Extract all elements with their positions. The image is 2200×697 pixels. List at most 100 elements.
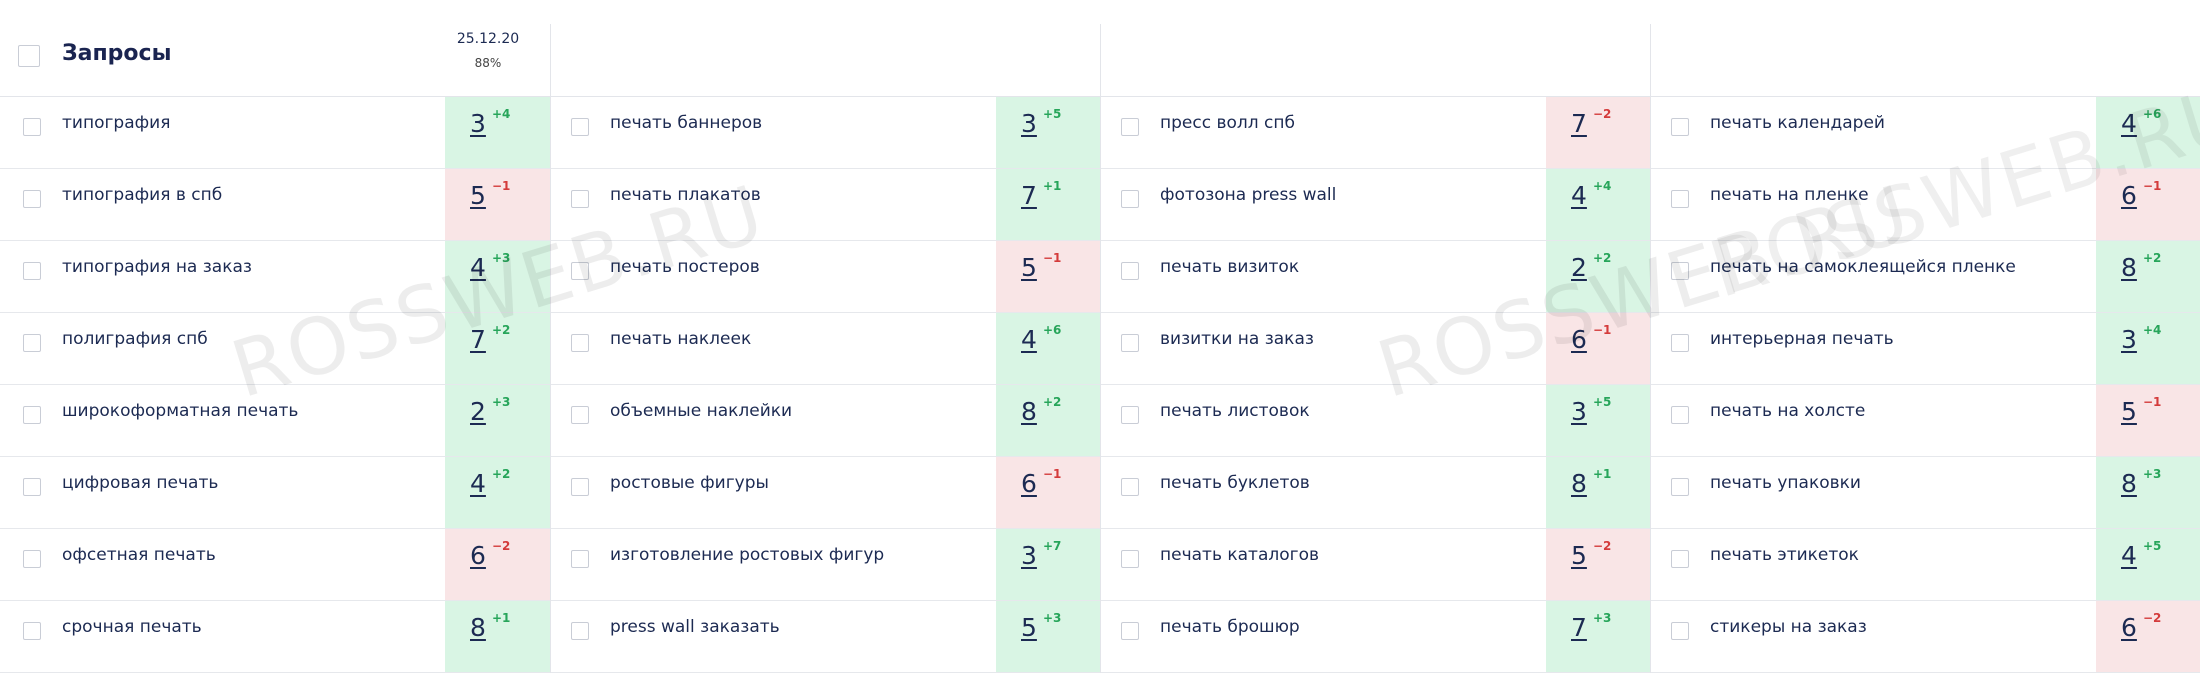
position-link[interactable]: 5: [470, 181, 486, 210]
position-delta: −1: [1593, 323, 1612, 337]
table-row: печать на холсте 5 −1: [1651, 385, 2200, 457]
header-percent: 88%: [474, 56, 502, 70]
position-delta: +2: [492, 323, 511, 337]
table-row: печать плакатов 7 +1: [551, 169, 1101, 241]
position-delta: −1: [492, 179, 511, 193]
position-link[interactable]: 3: [470, 109, 486, 138]
position-cell: 8 +1: [1546, 457, 1651, 528]
row-checkbox[interactable]: [571, 334, 589, 352]
row-checkbox[interactable]: [1671, 550, 1689, 568]
position-link[interactable]: 2: [1571, 253, 1587, 282]
table-row: объемные наклейки 8 +2: [551, 385, 1101, 457]
keyword-label: печать баннеров: [610, 113, 763, 133]
position-link[interactable]: 6: [2121, 613, 2137, 642]
row-checkbox[interactable]: [571, 190, 589, 208]
keyword-label: объемные наклейки: [610, 401, 793, 421]
position-link[interactable]: 7: [470, 325, 486, 354]
row-checkbox[interactable]: [23, 262, 41, 280]
position-link[interactable]: 5: [1021, 253, 1037, 282]
position-link[interactable]: 6: [1571, 325, 1587, 354]
position-link[interactable]: 3: [1571, 397, 1587, 426]
position-link[interactable]: 7: [1571, 613, 1587, 642]
position-cell: 2 +2: [1546, 241, 1651, 312]
position-delta: +6: [1043, 323, 1062, 337]
position-link[interactable]: 6: [2121, 181, 2137, 210]
position-link[interactable]: 8: [2121, 253, 2137, 282]
position-cell: 8 +1: [445, 601, 550, 672]
row-checkbox[interactable]: [1671, 622, 1689, 640]
row-checkbox[interactable]: [1121, 190, 1139, 208]
row-checkbox[interactable]: [571, 550, 589, 568]
row-checkbox[interactable]: [23, 406, 41, 424]
position-link[interactable]: 4: [1571, 181, 1587, 210]
row-checkbox[interactable]: [1121, 262, 1139, 280]
position-cell: 5 −2: [1546, 529, 1651, 600]
keyword-label: печать на пленке: [1710, 185, 1869, 205]
row-checkbox[interactable]: [571, 622, 589, 640]
position-link[interactable]: 4: [470, 469, 486, 498]
row-checkbox[interactable]: [23, 118, 41, 136]
position-link[interactable]: 5: [1571, 541, 1587, 570]
position-cell: 7 −2: [1546, 97, 1651, 168]
row-checkbox[interactable]: [1671, 118, 1689, 136]
position-link[interactable]: 2: [470, 397, 486, 426]
position-cell: 4 +6: [2096, 97, 2200, 168]
row-checkbox[interactable]: [1671, 262, 1689, 280]
position-link[interactable]: 8: [2121, 469, 2137, 498]
position-link[interactable]: 4: [1021, 325, 1037, 354]
position-cell: 5 −1: [996, 241, 1101, 312]
row-checkbox[interactable]: [571, 478, 589, 496]
position-delta: −2: [2143, 611, 2162, 625]
position-link[interactable]: 3: [2121, 325, 2137, 354]
position-link[interactable]: 8: [1571, 469, 1587, 498]
header-date: 25.12.20: [456, 31, 520, 47]
position-link[interactable]: 5: [2121, 397, 2137, 426]
row-checkbox[interactable]: [1121, 550, 1139, 568]
position-link[interactable]: 8: [470, 613, 486, 642]
position-link[interactable]: 6: [470, 541, 486, 570]
table-row: широкоформатная печать 2 +3: [0, 385, 550, 457]
select-all-checkbox[interactable]: [18, 45, 40, 67]
position-link[interactable]: 4: [2121, 541, 2137, 570]
position-link[interactable]: 6: [1021, 469, 1037, 498]
keyword-label: стикеры на заказ: [1710, 617, 1867, 637]
column-header-empty: [1651, 24, 2200, 97]
table-row: печать постеров 5 −1: [551, 241, 1101, 313]
position-cell: 8 +3: [2096, 457, 2200, 528]
table-row: срочная печать 8 +1: [0, 601, 550, 673]
position-link[interactable]: 4: [2121, 109, 2137, 138]
position-link[interactable]: 3: [1021, 541, 1037, 570]
row-checkbox[interactable]: [1121, 334, 1139, 352]
row-checkbox[interactable]: [23, 478, 41, 496]
keyword-label: типография в спб: [62, 185, 223, 205]
row-checkbox[interactable]: [23, 550, 41, 568]
column-4: печать календарей 4 +6 печать на пленке 6 −1 п…: [1650, 24, 2200, 673]
keyword-label: широкоформатная печать: [62, 401, 299, 421]
row-checkbox[interactable]: [571, 118, 589, 136]
row-checkbox[interactable]: [1671, 406, 1689, 424]
row-checkbox[interactable]: [1121, 622, 1139, 640]
column-header-empty: [551, 24, 1100, 97]
row-checkbox[interactable]: [1121, 478, 1139, 496]
position-link[interactable]: 5: [1021, 613, 1037, 642]
row-checkbox[interactable]: [1671, 190, 1689, 208]
keyword-label: фотозона press wall: [1160, 185, 1337, 205]
row-checkbox[interactable]: [23, 334, 41, 352]
position-link[interactable]: 8: [1021, 397, 1037, 426]
row-checkbox[interactable]: [23, 622, 41, 640]
position-link[interactable]: 7: [1021, 181, 1037, 210]
row-checkbox[interactable]: [1671, 334, 1689, 352]
row-checkbox[interactable]: [571, 262, 589, 280]
row-checkbox[interactable]: [1121, 118, 1139, 136]
row-checkbox[interactable]: [1671, 478, 1689, 496]
row-checkbox[interactable]: [23, 190, 41, 208]
row-checkbox[interactable]: [571, 406, 589, 424]
table-row: печать листовок 3 +5: [1101, 385, 1651, 457]
position-delta: +1: [492, 611, 511, 625]
position-link[interactable]: 7: [1571, 109, 1587, 138]
row-checkbox[interactable]: [1121, 406, 1139, 424]
position-cell: 5 −1: [2096, 385, 2200, 456]
position-link[interactable]: 3: [1021, 109, 1037, 138]
position-link[interactable]: 4: [470, 253, 486, 282]
position-delta: +1: [1593, 467, 1612, 481]
